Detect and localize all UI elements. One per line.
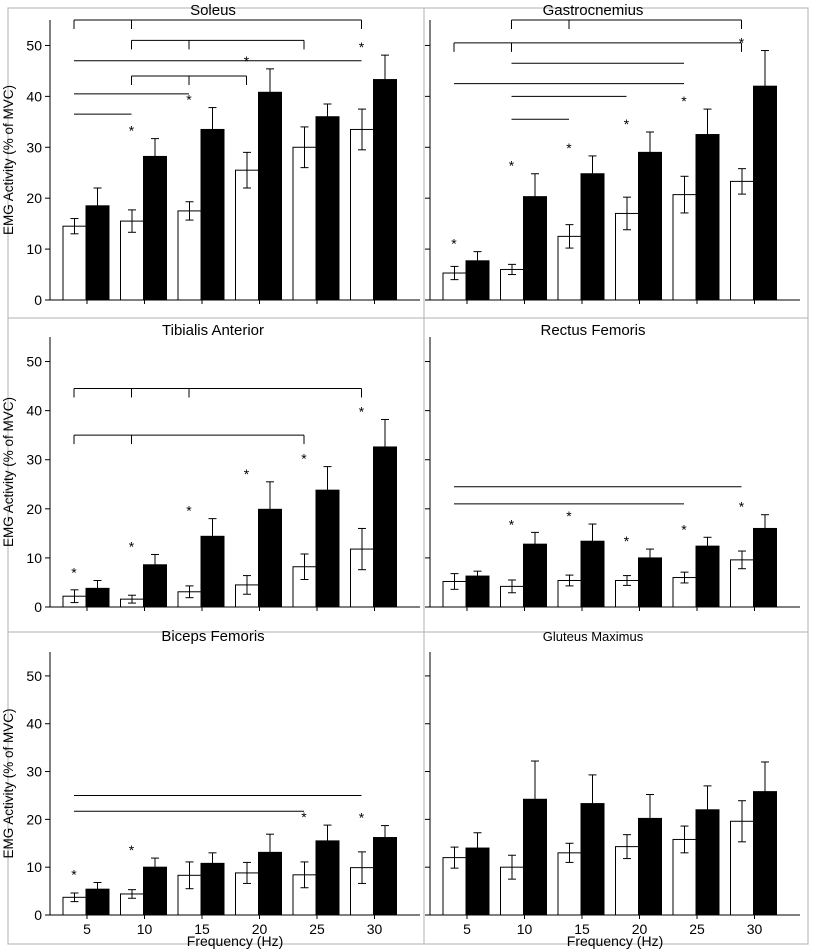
significance-star: *	[681, 93, 687, 109]
significance-star: *	[186, 503, 192, 519]
significance-star: *	[451, 236, 457, 252]
panel-title: Biceps Femoris	[161, 628, 264, 645]
significance-star: *	[624, 533, 630, 549]
y-tick-label: 40	[26, 716, 42, 732]
y-tick-label: 0	[34, 907, 42, 923]
panel-gastrocnemius: Gastrocnemius * * * * * *	[425, 2, 800, 304]
x-tick-label: 15	[574, 921, 590, 937]
bar-condition-a	[177, 210, 202, 301]
y-tick-label: 40	[26, 88, 42, 104]
y-tick-label: 50	[26, 354, 42, 370]
significance-star: *	[509, 516, 515, 532]
bar-condition-b	[200, 128, 225, 301]
significance-star: *	[129, 123, 135, 139]
significance-star: *	[624, 116, 630, 132]
x-tick-label: 15	[194, 921, 210, 937]
panel-title: Gastrocnemius	[543, 2, 644, 19]
y-tick-label: 40	[26, 403, 42, 419]
bar-condition-b	[258, 91, 282, 301]
y-tick-label: 30	[26, 764, 42, 780]
bar-condition-b	[143, 155, 167, 301]
y-axis-label: EMG Activity (% of MVC)	[1, 85, 16, 235]
figure-frame	[7, 7, 809, 945]
x-tick-label: 30	[367, 921, 383, 937]
y-tick-label: 50	[26, 668, 42, 684]
y-tick-label: 10	[26, 550, 42, 566]
y-tick-label: 20	[26, 501, 42, 517]
panel-biceps-femoris: Biceps Femoris 0 10 20 30 40 50 EMG Activity (%…	[1, 628, 420, 949]
significance-star: *	[186, 92, 192, 108]
bar-condition-a	[62, 225, 87, 301]
significance-star: *	[71, 866, 77, 882]
bar-condition-a	[292, 146, 317, 301]
significance-star: *	[509, 158, 515, 174]
y-tick-label: 30	[26, 139, 42, 155]
y-tick-label: 10	[26, 859, 42, 875]
x-axis-label: Frequency (Hz)	[567, 933, 663, 949]
bar-condition-a	[120, 220, 144, 301]
significance-star: *	[739, 499, 745, 515]
x-tick-label: 10	[517, 921, 533, 937]
significance-star: *	[359, 810, 365, 826]
bar-condition-a	[235, 169, 259, 301]
y-axis-label: EMG Activity (% of MVC)	[1, 397, 16, 547]
significance-star: *	[359, 39, 365, 55]
panel-gluteus-maximus: Gluteus Maximus 5 10 15 20 25 30 Frequency (Hz)	[425, 629, 800, 949]
x-tick-label: 30	[747, 921, 763, 937]
panel-tibialis-anterior: Tibialis Anterior 0 10 20 30 40 50 EMG Activity…	[1, 322, 420, 615]
significance-star: *	[301, 451, 307, 467]
bar-condition-a	[350, 128, 374, 301]
x-tick-label: 25	[689, 921, 705, 937]
bar-condition-b	[638, 151, 662, 301]
panel-title: Soleus	[190, 2, 236, 19]
x-tick-label: 5	[83, 921, 91, 937]
significance-star: *	[359, 403, 365, 419]
y-tick-label: 0	[34, 292, 42, 308]
y-tick-label: 50	[26, 37, 42, 53]
significance-star: *	[129, 538, 135, 554]
x-tick-label: 5	[463, 921, 471, 937]
panel-rectus-femoris: Rectus Femoris * * * * *	[425, 322, 800, 611]
significance-star: *	[301, 809, 307, 825]
bar-condition-b	[315, 116, 340, 301]
x-tick-label: 20	[632, 921, 648, 937]
x-tick-label: 10	[137, 921, 153, 937]
y-tick-label: 0	[34, 599, 42, 615]
significance-star: *	[739, 35, 745, 51]
bar-condition-b	[580, 173, 605, 301]
panel-soleus: Soleus 0 10 20 30 40 50 EMG Activity (% of MVC)…	[1, 2, 420, 308]
significance-star: *	[681, 521, 687, 537]
significance-star: *	[566, 140, 572, 156]
significance-star: *	[129, 842, 135, 858]
panel-title: Rectus Femoris	[540, 322, 645, 339]
y-tick-label: 20	[26, 190, 42, 206]
panel-title: Gluteus Maximus	[543, 629, 644, 644]
bar-condition-b	[373, 79, 397, 301]
y-tick-label: 10	[26, 241, 42, 257]
y-tick-label: 20	[26, 811, 42, 827]
significance-star: *	[566, 508, 572, 524]
significance-star: *	[244, 466, 250, 482]
panel-title: Tibialis Anterior	[162, 322, 264, 339]
bar-condition-a	[730, 180, 754, 301]
y-tick-label: 30	[26, 452, 42, 468]
x-tick-label: 25	[309, 921, 325, 937]
significance-star: *	[71, 564, 77, 580]
x-tick-label: 20	[252, 921, 268, 937]
y-axis-label: EMG Activity (% of MVC)	[1, 708, 16, 858]
x-axis-label: Frequency (Hz)	[187, 933, 283, 949]
